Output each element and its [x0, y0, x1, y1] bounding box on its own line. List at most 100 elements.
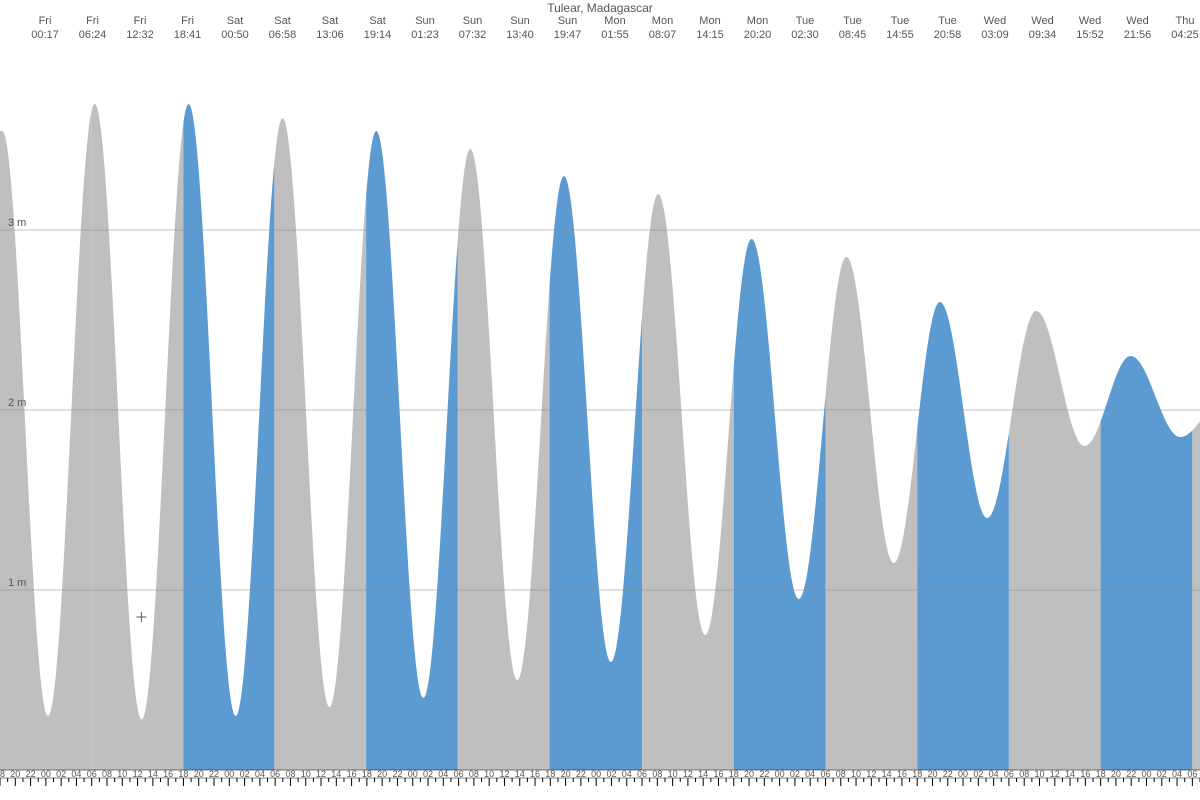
tide-fill [0, 104, 1200, 770]
top-label-day: Tue [843, 15, 862, 27]
x-axis-label: 04 [71, 769, 81, 779]
top-label-day: Sat [369, 15, 386, 27]
x-axis-label: 02 [606, 769, 616, 779]
top-label-time: 21:56 [1124, 29, 1152, 41]
x-axis-label: 18 [545, 769, 555, 779]
top-label-time: 08:45 [839, 29, 867, 41]
x-axis-label: 14 [515, 769, 525, 779]
top-label-day: Sat [227, 15, 244, 27]
top-label-time: 00:17 [31, 29, 59, 41]
x-axis-label: 16 [713, 769, 723, 779]
top-label-day: Sat [322, 15, 339, 27]
x-axis-label: 04 [622, 769, 632, 779]
x-axis-label: 02 [240, 769, 250, 779]
top-label-day: Sun [463, 15, 483, 27]
top-label-time: 13:06 [316, 29, 344, 41]
top-label-day: Wed [984, 15, 1006, 27]
x-axis-label: 06 [87, 769, 97, 779]
x-axis-label: 10 [1034, 769, 1044, 779]
x-axis-label: 12 [683, 769, 693, 779]
x-axis-label: 06 [820, 769, 830, 779]
top-label-day: Fri [86, 15, 99, 27]
x-axis-label: 00 [408, 769, 418, 779]
x-axis-label: 00 [591, 769, 601, 779]
x-axis-label: 22 [759, 769, 769, 779]
x-axis-label: 20 [10, 769, 20, 779]
top-label-time: 13:40 [506, 29, 534, 41]
x-axis-label: 22 [943, 769, 953, 779]
x-axis-label: 06 [270, 769, 280, 779]
top-label-time: 15:52 [1076, 29, 1104, 41]
x-axis-label: 20 [744, 769, 754, 779]
x-axis-label: 02 [1157, 769, 1167, 779]
x-axis-label: 08 [836, 769, 846, 779]
x-axis-label: 20 [194, 769, 204, 779]
x-axis-label: 10 [668, 769, 678, 779]
x-axis-label: 18 [0, 769, 5, 779]
top-label-day: Fri [181, 15, 194, 27]
x-axis-label: 08 [469, 769, 479, 779]
x-axis-label: 12 [499, 769, 509, 779]
x-axis-label: 06 [454, 769, 464, 779]
top-label-day: Fri [39, 15, 52, 27]
x-axis-label: 18 [178, 769, 188, 779]
x-axis-label: 04 [989, 769, 999, 779]
top-label-day: Tue [891, 15, 910, 27]
x-axis-label: 12 [866, 769, 876, 779]
top-label-time: 01:55 [601, 29, 629, 41]
top-label-day: Thu [1176, 15, 1195, 27]
x-axis-label: 20 [377, 769, 387, 779]
chart-svg: 1 m2 m3 mTulear, MadagascarFri00:17Fri06… [0, 0, 1200, 800]
x-axis-label: 00 [224, 769, 234, 779]
x-axis-label: 18 [362, 769, 372, 779]
x-axis-label: 08 [102, 769, 112, 779]
x-axis-label: 22 [209, 769, 219, 779]
x-axis-label: 00 [1141, 769, 1151, 779]
top-label-day: Mon [652, 15, 673, 27]
x-axis-label: 20 [927, 769, 937, 779]
top-label-day: Mon [604, 15, 625, 27]
x-axis-label: 14 [882, 769, 892, 779]
x-axis-label: 10 [851, 769, 861, 779]
top-label-time: 12:32 [126, 29, 154, 41]
x-axis-label: 10 [117, 769, 127, 779]
tide-chart: 1 m2 m3 mTulear, MadagascarFri00:17Fri06… [0, 0, 1200, 800]
y-axis-label: 3 m [8, 217, 26, 229]
x-axis-label: 08 [652, 769, 662, 779]
x-axis-label: 10 [484, 769, 494, 779]
y-axis-label: 1 m [8, 577, 26, 589]
top-label-time: 20:20 [744, 29, 772, 41]
top-label-time: 19:14 [364, 29, 392, 41]
top-label-day: Mon [747, 15, 768, 27]
x-axis-label: 02 [56, 769, 66, 779]
cross-marker [136, 612, 146, 622]
x-axis-label: 06 [637, 769, 647, 779]
chart-title: Tulear, Madagascar [547, 1, 653, 15]
x-axis-label: 02 [790, 769, 800, 779]
x-axis-label: 22 [26, 769, 36, 779]
x-axis-label: 04 [438, 769, 448, 779]
top-label-time: 09:34 [1029, 29, 1057, 41]
top-label-time: 14:55 [886, 29, 914, 41]
x-axis-label: 02 [423, 769, 433, 779]
x-axis-label: 08 [1019, 769, 1029, 779]
x-axis-label: 20 [561, 769, 571, 779]
x-axis-label: 18 [1096, 769, 1106, 779]
x-axis-label: 04 [255, 769, 265, 779]
top-label-time: 18:41 [174, 29, 202, 41]
x-axis-label: 22 [576, 769, 586, 779]
x-axis-label: 14 [698, 769, 708, 779]
x-axis-label: 06 [1187, 769, 1197, 779]
x-axis-label: 12 [316, 769, 326, 779]
top-label-day: Sun [510, 15, 530, 27]
x-axis-label: 00 [958, 769, 968, 779]
x-axis-label: 10 [301, 769, 311, 779]
top-label-time: 04:25 [1171, 29, 1199, 41]
x-axis-label: 16 [897, 769, 907, 779]
x-axis-label: 18 [912, 769, 922, 779]
top-label-day: Sun [558, 15, 578, 27]
top-label-day: Sun [415, 15, 435, 27]
top-label-day: Tue [796, 15, 815, 27]
x-axis-label: 22 [392, 769, 402, 779]
top-label-time: 03:09 [981, 29, 1009, 41]
